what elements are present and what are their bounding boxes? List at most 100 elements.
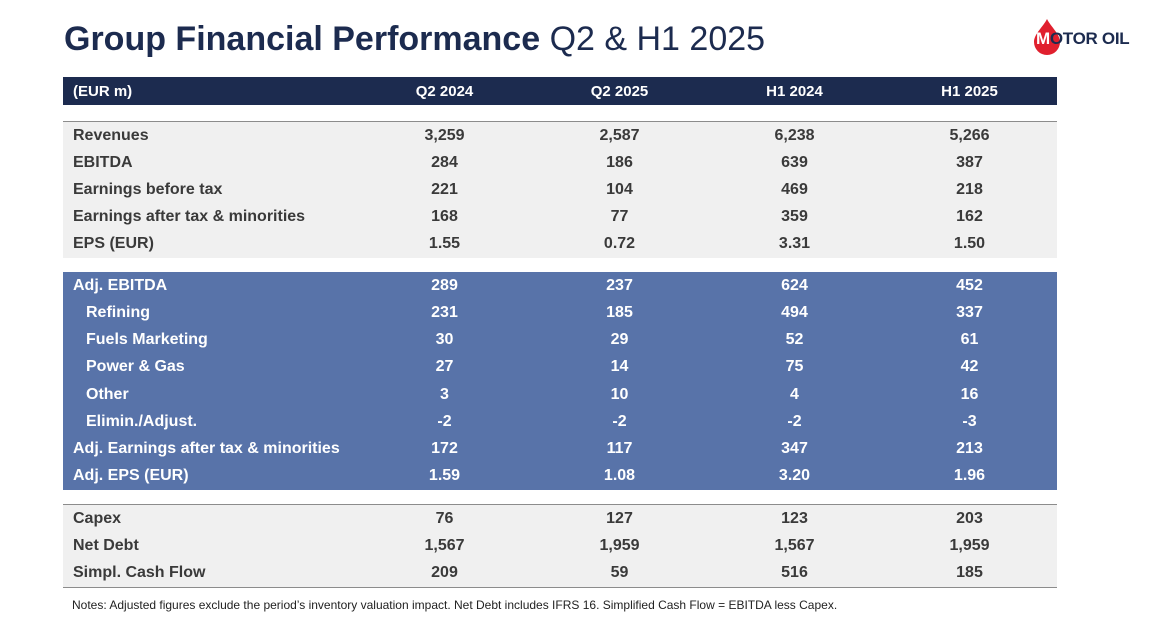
table-row-adj-ebitda: Adj. EBITDA 289 237 624 452 (63, 271, 1057, 300)
cell-value: 3.20 (707, 462, 882, 490)
cell-value: 185 (882, 559, 1057, 588)
cell-value: 76 (357, 503, 532, 533)
cell-value: 231 (357, 299, 532, 327)
cell-value: 1.50 (882, 230, 1057, 258)
cell-value: 77 (532, 203, 707, 231)
cell-value: 289 (357, 271, 532, 300)
row-label: EBITDA (63, 149, 357, 177)
cell-value: 168 (357, 203, 532, 231)
row-label: Adj. EPS (EUR) (63, 462, 357, 490)
cell-value: 203 (882, 503, 1057, 533)
cell-value: 10 (532, 380, 707, 409)
cell-value: 284 (357, 149, 532, 177)
table-row-earnings-before-tax: Earnings before tax 221 104 469 218 (63, 176, 1057, 204)
cell-value: 61 (882, 326, 1057, 354)
cell-value: 104 (532, 176, 707, 204)
cell-value: 337 (882, 299, 1057, 327)
table-row-other: Other 3 10 4 16 (63, 380, 1057, 409)
row-label: Earnings after tax & minorities (63, 203, 357, 231)
cell-value: 52 (707, 326, 882, 354)
cell-value: -3 (882, 408, 1057, 436)
cell-value: 387 (882, 149, 1057, 177)
title-main: Group Financial Performance (64, 20, 541, 58)
row-label: Power & Gas (63, 353, 357, 381)
cell-value: 117 (532, 435, 707, 463)
table-row-fuels-marketing: Fuels Marketing 30 29 52 61 (63, 326, 1057, 354)
row-label: Net Debt (63, 532, 357, 560)
title-period: Q2 & H1 2025 (549, 20, 766, 58)
row-label: Simpl. Cash Flow (63, 559, 357, 588)
row-label: Revenues (63, 121, 357, 150)
row-label: Other (63, 380, 357, 409)
row-label: Adj. Earnings after tax & minorities (63, 435, 357, 463)
cell-value: 209 (357, 559, 532, 588)
cell-value: 172 (357, 435, 532, 463)
row-label: EPS (EUR) (63, 230, 357, 258)
cell-value: 162 (882, 203, 1057, 231)
cell-value: 6,238 (707, 121, 882, 150)
row-label: Elimin./Adjust. (63, 408, 357, 436)
table-row-ebitda: EBITDA 284 186 639 387 (63, 149, 1057, 177)
row-label: Capex (63, 503, 357, 533)
cell-value: 4 (707, 380, 882, 409)
cell-value: 469 (707, 176, 882, 204)
cell-value: 494 (707, 299, 882, 327)
table-row-power-gas: Power & Gas 27 14 75 42 (63, 353, 1057, 381)
cell-value: 639 (707, 149, 882, 177)
cell-value: 452 (882, 271, 1057, 300)
cell-value: 3 (357, 380, 532, 409)
table-row-elimin-adjust: Elimin./Adjust. -2 -2 -2 -3 (63, 408, 1057, 436)
company-logo: MOTOR OIL (1028, 16, 1148, 56)
cell-value: 30 (357, 326, 532, 354)
cell-value: 624 (707, 271, 882, 300)
financial-table: (EUR m) Q2 2024 Q2 2025 H1 2024 H1 2025 … (63, 77, 1057, 588)
table-row-revenues: Revenues 3,259 2,587 6,238 5,266 (63, 121, 1057, 150)
cell-value: 1.55 (357, 230, 532, 258)
column-header-q2-2025: Q2 2025 (532, 77, 707, 105)
cell-value: 1,959 (532, 532, 707, 560)
cell-value: -2 (532, 408, 707, 436)
cell-value: 1.59 (357, 462, 532, 490)
cell-value: 237 (532, 271, 707, 300)
row-label: Refining (63, 299, 357, 327)
column-header-h1-2024: H1 2024 (707, 77, 882, 105)
table-row-capex: Capex 76 127 123 203 (63, 503, 1057, 533)
cell-value: 14 (532, 353, 707, 381)
cell-value: 3,259 (357, 121, 532, 150)
cell-value: 218 (882, 176, 1057, 204)
cell-value: 29 (532, 326, 707, 354)
row-label: Fuels Marketing (63, 326, 357, 354)
cell-value: 1.08 (532, 462, 707, 490)
logo-text: MOTOR OIL (1036, 29, 1130, 48)
row-label: Earnings before tax (63, 176, 357, 204)
column-header-unit: (EUR m) (63, 77, 357, 105)
cell-value: 1.96 (882, 462, 1057, 490)
row-label: Adj. EBITDA (63, 271, 357, 300)
cell-value: 221 (357, 176, 532, 204)
cell-value: 27 (357, 353, 532, 381)
cell-value: 59 (532, 559, 707, 588)
cell-value: 5,266 (882, 121, 1057, 150)
cell-value: 516 (707, 559, 882, 588)
cell-value: 123 (707, 503, 882, 533)
cell-value: 75 (707, 353, 882, 381)
table-row-refining: Refining 231 185 494 337 (63, 299, 1057, 327)
cell-value: 1,959 (882, 532, 1057, 560)
cell-value: 0.72 (532, 230, 707, 258)
cell-value: 3.31 (707, 230, 882, 258)
oil-drop-icon (1034, 19, 1060, 55)
footnote: Notes: Adjusted figures exclude the peri… (72, 598, 838, 612)
cell-value: 213 (882, 435, 1057, 463)
table-row-adj-earnings-after-tax: Adj. Earnings after tax & minorities 172… (63, 435, 1057, 463)
table-row-eps: EPS (EUR) 1.55 0.72 3.31 1.50 (63, 230, 1057, 258)
cell-value: 2,587 (532, 121, 707, 150)
cell-value: 347 (707, 435, 882, 463)
column-header-q2-2024: Q2 2024 (357, 77, 532, 105)
cell-value: 186 (532, 149, 707, 177)
table-row-earnings-after-tax: Earnings after tax & minorities 168 77 3… (63, 203, 1057, 231)
cell-value: 127 (532, 503, 707, 533)
column-header-h1-2025: H1 2025 (882, 77, 1057, 105)
cell-value: -2 (357, 408, 532, 436)
page-title: Group Financial Performance Q2 & H1 2025 (64, 18, 765, 60)
table-header-row: (EUR m) Q2 2024 Q2 2025 H1 2024 H1 2025 (63, 77, 1057, 105)
